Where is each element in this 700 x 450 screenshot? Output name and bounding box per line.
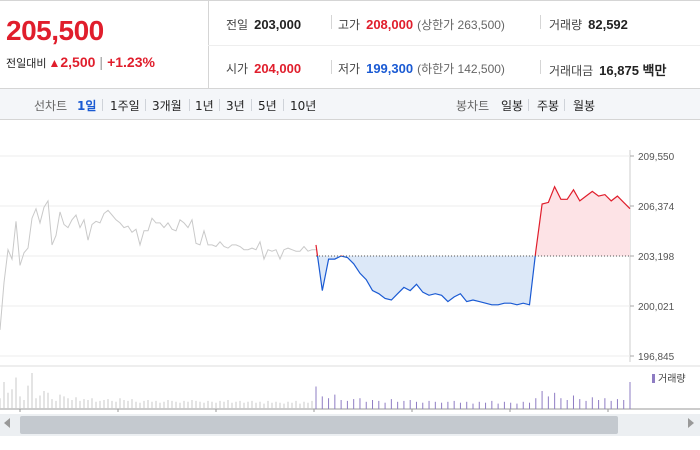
volume-legend-label: 거래량 (658, 374, 686, 385)
period-divider (189, 99, 190, 111)
stat-divider (540, 15, 541, 29)
scroll-left-icon[interactable] (4, 418, 10, 428)
period-3-months[interactable]: 3개월 (152, 99, 182, 113)
y-tick-label: 200,021 (638, 302, 675, 313)
current-price: 205,500 (6, 15, 104, 46)
period-1-year[interactable]: 1년 (195, 99, 214, 113)
stat-volume: 거래량 82,592 (549, 16, 628, 33)
period-divider (283, 99, 284, 111)
stat-open: 시가 204,000 (226, 60, 301, 77)
period-divider (102, 99, 103, 111)
period-1-day[interactable]: 1일 (77, 99, 97, 113)
stat-divider (540, 60, 541, 74)
y-tick-label: 196,845 (638, 352, 675, 363)
y-tick-label: 206,374 (638, 202, 675, 213)
today-up-area (316, 186, 630, 256)
today-down-area (316, 255, 630, 305)
y-tick-label: 209,550 (638, 152, 675, 163)
stat-value: 204,000 (254, 61, 302, 76)
stat-value: 16,875 백만 (599, 63, 667, 78)
period-bar: 선차트 1일 1주일 3개월 1년 3년 5년 10년 봉차트 일봉 주봉 월봉 (0, 88, 700, 120)
stat-low: 저가 199,300 (하한가 142,500) (338, 60, 505, 77)
stat-value: 199,300 (366, 61, 414, 76)
stat-label: 고가 (338, 18, 361, 32)
stat-divider (331, 15, 332, 29)
stat-label: 저가 (338, 62, 361, 76)
stat-label: 거래대금 (549, 64, 594, 78)
stat-divider (331, 60, 332, 74)
stat-label: 거래량 (549, 18, 583, 32)
stat-value: 203,000 (254, 17, 302, 32)
quote-header: 205,500 전일대비 ▲2,500 | +1.23% 전일 203,000 고가 20… (0, 0, 700, 89)
price-box: 205,500 전일대비 ▲2,500 | +1.23% (0, 1, 209, 89)
price-change: 전일대비 ▲2,500 | +1.23% (6, 54, 155, 71)
candle-monthly[interactable]: 월봉 (573, 99, 596, 113)
candle-weekly[interactable]: 주봉 (537, 99, 560, 113)
stat-row-divider (208, 45, 700, 46)
up-arrow-icon: ▲ (48, 56, 61, 70)
period-5-years[interactable]: 5년 (258, 99, 277, 113)
volume-legend-swatch (652, 374, 655, 383)
period-divider (251, 99, 252, 111)
period-1-week[interactable]: 1주일 (110, 99, 140, 113)
period-10-years[interactable]: 10년 (290, 99, 317, 113)
period-divider (564, 99, 565, 111)
today-series-line-up (315, 185, 631, 256)
today-series-line-down (316, 255, 536, 306)
change-label: 전일대비 (6, 57, 47, 70)
previous-series-line (0, 199, 316, 330)
y-tick-label: 203,198 (638, 252, 675, 263)
change-value: 2,500 (60, 54, 96, 70)
candle-chart-label: 봉차트 (456, 99, 490, 113)
stat-value: 208,000 (366, 17, 414, 32)
volume-legend: 거래량 (652, 370, 686, 385)
change-divider: | (99, 54, 104, 70)
scroll-right-icon[interactable] (688, 418, 694, 428)
scrollbar-thumb[interactable] (20, 416, 618, 434)
period-3-years[interactable]: 3년 (226, 99, 245, 113)
stat-prev-close: 전일 203,000 (226, 16, 301, 33)
stat-label: 시가 (226, 62, 249, 76)
period-divider (145, 99, 146, 111)
chart-background (0, 121, 700, 414)
stat-trade-value: 거래대금 16,875 백만 (549, 60, 666, 79)
period-divider (219, 99, 220, 111)
change-percent: +1.23% (107, 54, 155, 70)
stat-note: (상한가 263,500) (417, 18, 505, 32)
line-chart-label: 선차트 (34, 99, 68, 113)
stat-high: 고가 208,000 (상한가 263,500) (338, 16, 505, 33)
period-divider (528, 99, 529, 111)
stat-value: 82,592 (588, 17, 628, 32)
candle-daily[interactable]: 일봉 (501, 99, 524, 113)
stat-label: 전일 (226, 18, 249, 32)
stat-note: (하한가 142,500) (417, 62, 505, 76)
